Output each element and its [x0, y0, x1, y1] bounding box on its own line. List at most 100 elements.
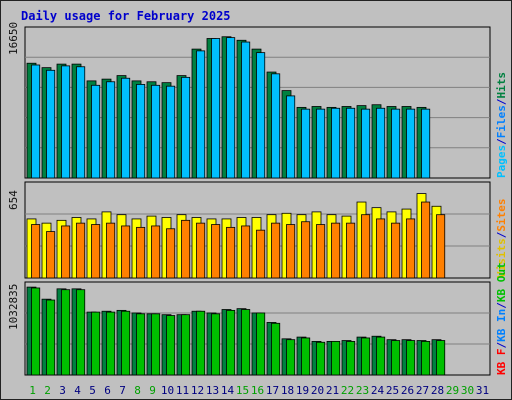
right-legend-2: Visits/Sites [495, 199, 508, 279]
day-label-9: 9 [149, 384, 156, 397]
bar-sites-day-13 [211, 224, 221, 279]
right-legend-1: Pages/Files/Hits [495, 72, 508, 178]
legend-entry: Hits [495, 72, 508, 99]
bar-sites-day-16 [256, 229, 266, 279]
bar-kb-out-day-22 [346, 340, 356, 376]
bar-kb-out-day-19 [301, 337, 311, 376]
bar-files-day-12 [196, 50, 206, 179]
day-label-12: 12 [191, 384, 204, 397]
day-label-2: 2 [44, 384, 51, 397]
bar-files-day-23 [361, 108, 371, 179]
bar-files-day-7 [121, 77, 131, 179]
day-label-26: 26 [401, 384, 414, 397]
bar-kb-out-day-3 [61, 289, 71, 376]
bar-sites-day-8 [136, 226, 146, 279]
bar-sites-day-20 [316, 224, 326, 279]
bar-sites-day-11 [181, 219, 191, 279]
bar-files-day-21 [331, 107, 341, 179]
legend-entry: KB F [495, 349, 508, 376]
bar-kb-out-day-4 [76, 289, 86, 376]
bar-sites-day-4 [76, 222, 86, 279]
bar-files-day-9 [151, 84, 161, 179]
bar-files-day-26 [406, 108, 416, 179]
legend-entry: KB Out [495, 262, 508, 302]
bar-kb-out-day-24 [376, 336, 386, 376]
bar-kb-out-day-26 [406, 340, 416, 376]
bar-sites-day-15 [241, 225, 251, 279]
day-label-1: 1 [29, 384, 36, 397]
bar-kb-out-day-20 [316, 341, 326, 376]
day-label-11: 11 [176, 384, 189, 397]
bar-sites-day-12 [196, 222, 206, 279]
bar-kb-out-day-18 [286, 339, 296, 376]
bar-files-day-11 [181, 76, 191, 179]
bar-files-day-19 [301, 108, 311, 179]
day-label-19: 19 [296, 384, 309, 397]
bar-kb-out-day-27 [421, 340, 431, 376]
bar-files-day-1 [31, 64, 41, 179]
bar-kb-out-day-28 [436, 340, 446, 376]
bar-sites-day-27 [421, 201, 431, 279]
bar-kb-out-day-8 [136, 313, 146, 376]
bar-sites-day-26 [406, 218, 416, 279]
legend-entry: KB In [495, 309, 508, 342]
bar-files-day-5 [91, 84, 101, 179]
bar-sites-day-6 [106, 222, 116, 279]
day-label-21: 21 [326, 384, 339, 397]
day-label-25: 25 [386, 384, 399, 397]
bar-files-day-8 [136, 84, 146, 179]
day-label-22: 22 [341, 384, 354, 397]
bar-kb-out-day-21 [331, 340, 341, 376]
day-label-7: 7 [119, 384, 126, 397]
day-label-18: 18 [281, 384, 294, 397]
day-label-8: 8 [134, 384, 141, 397]
bar-kb-out-day-9 [151, 313, 161, 376]
day-label-20: 20 [311, 384, 324, 397]
bar-kb-out-day-14 [226, 309, 236, 376]
legend-entry: Pages [495, 145, 508, 178]
bar-files-day-15 [241, 41, 251, 179]
day-label-31: 31 [476, 384, 489, 397]
bar-sites-day-22 [346, 222, 356, 279]
bar-sites-day-10 [166, 228, 176, 279]
bar-kb-out-day-25 [391, 340, 401, 376]
bar-files-day-10 [166, 85, 176, 179]
day-label-28: 28 [431, 384, 444, 397]
bar-files-day-16 [256, 52, 266, 179]
bar-sites-day-2 [46, 231, 56, 279]
bar-files-day-3 [61, 65, 71, 179]
day-label-6: 6 [104, 384, 111, 397]
bar-kb-out-day-15 [241, 309, 251, 376]
y-max-label: 654 [7, 190, 20, 210]
day-label-3: 3 [59, 384, 66, 397]
day-label-4: 4 [74, 384, 81, 397]
bar-kb-out-day-13 [211, 313, 221, 376]
day-label-14: 14 [221, 384, 235, 397]
bar-files-day-18 [286, 95, 296, 179]
bar-kb-out-day-5 [91, 311, 101, 376]
bar-kb-out-day-2 [46, 299, 56, 376]
bar-kb-out-day-23 [361, 337, 371, 376]
bar-files-day-2 [46, 69, 56, 179]
day-label-23: 23 [356, 384, 369, 397]
legend-entry: / [495, 342, 508, 349]
bar-files-day-22 [346, 107, 356, 179]
day-label-5: 5 [89, 384, 96, 397]
bar-sites-day-5 [91, 224, 101, 279]
day-label-16: 16 [251, 384, 264, 397]
bar-files-day-20 [316, 108, 326, 179]
legend-entry: Visits [495, 238, 508, 278]
day-label-29: 29 [446, 384, 459, 397]
bar-kb-out-day-1 [31, 287, 41, 376]
bar-sites-day-23 [361, 214, 371, 279]
bar-kb-out-day-17 [271, 322, 281, 376]
bar-sites-day-1 [31, 224, 41, 279]
bar-kb-out-day-7 [121, 310, 131, 376]
bar-sites-day-14 [226, 226, 236, 279]
y-max-label: 16650 [7, 22, 20, 55]
bar-sites-day-19 [301, 221, 311, 279]
day-label-15: 15 [236, 384, 249, 397]
bar-sites-day-3 [61, 225, 71, 279]
bar-sites-day-21 [331, 222, 341, 279]
